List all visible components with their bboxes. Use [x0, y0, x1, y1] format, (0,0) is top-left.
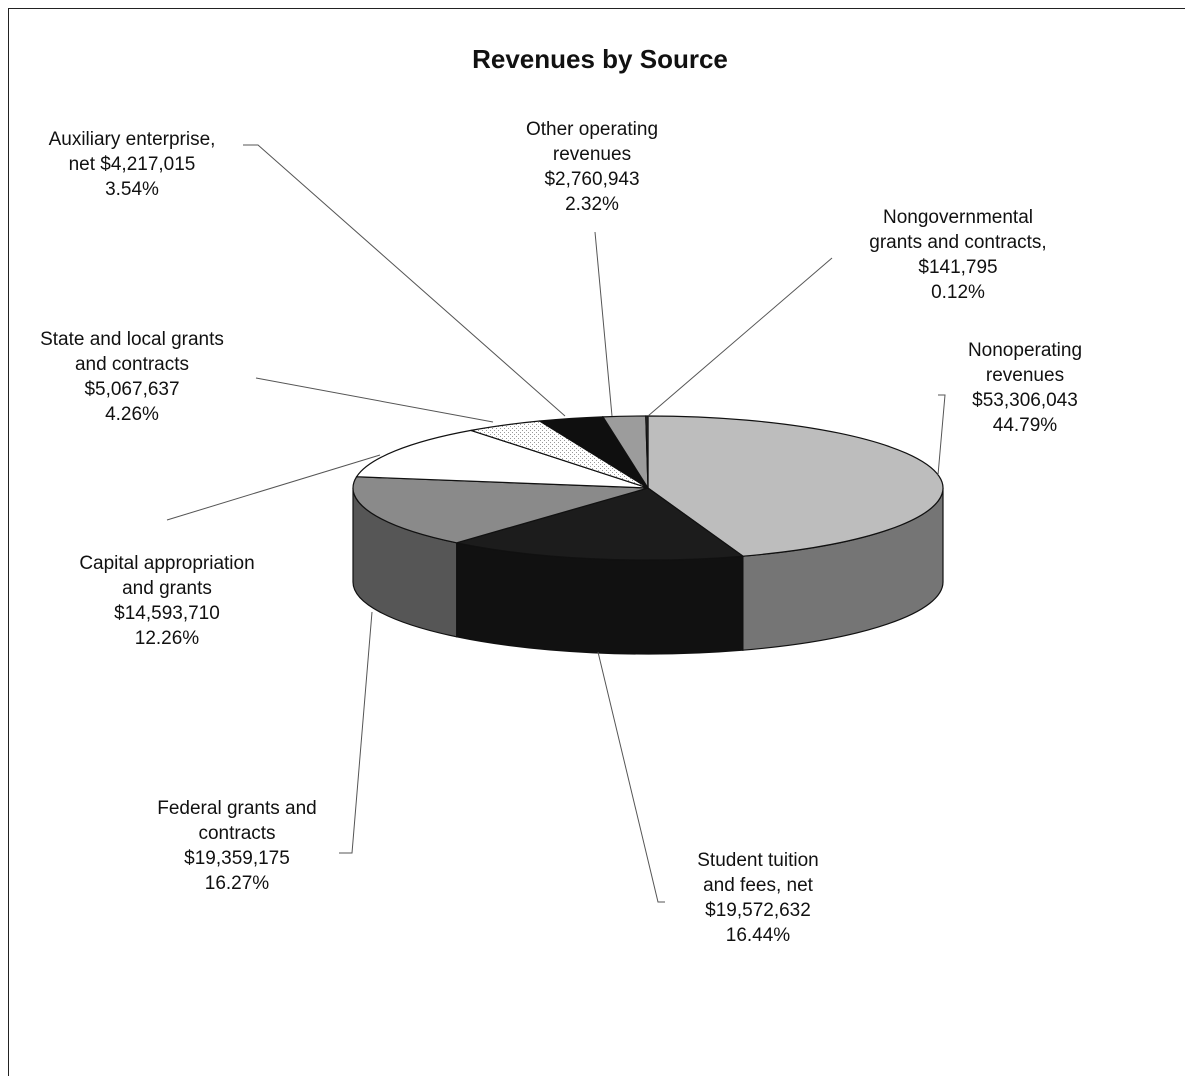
chart-frame: [8, 8, 1185, 1076]
slice-top-student-tuition-and-fees-net: [456, 487, 745, 561]
leader-line-nongovernmental-grants-and-contracts: [647, 257, 833, 417]
slice-percent-nongovernmental-grants-and-contracts: 0.12%: [931, 282, 985, 303]
leader-line-student-tuition-and-fees-net: [597, 651, 665, 903]
slice-label-nonoperating-revenues-line-2: revenues: [986, 365, 1064, 386]
slice-top-nongovernmental-grants-and-contracts: [645, 415, 649, 489]
slice-value-federal-grants-and-contracts: $19,359,175: [184, 848, 290, 869]
slice-value-nonoperating-revenues: $53,306,043: [972, 390, 1078, 411]
slice-label-other-operating-revenues-line-1: Other operating: [526, 119, 658, 140]
slice-value-state-and-local-grants-and-contracts: $5,067,637: [84, 379, 179, 400]
slice-label-capital-appropriation-and-grants-line-2: and grants: [122, 578, 212, 599]
slice-value-capital-appropriation-and-grants: $14,593,710: [114, 603, 220, 624]
slice-label-capital-appropriation-and-grants-line-1: Capital appropriation: [79, 553, 254, 574]
slice-label-nongovernmental-grants-and-contracts-line-1: Nongovernmental: [883, 207, 1033, 228]
slice-label-nonoperating-revenues-line-1: Nonoperating: [968, 340, 1082, 361]
slice-percent-nonoperating-revenues: 44.79%: [993, 415, 1058, 436]
slice-value-nongovernmental-grants-and-contracts: $141,795: [918, 257, 997, 278]
slice-top-capital-appropriation-and-grants: [355, 429, 649, 489]
leader-line-other-operating-revenues: [594, 231, 613, 417]
slice-label-student-tuition-and-fees-net-line-1: Student tuition: [697, 850, 818, 871]
slice-label-student-tuition-and-fees-net-line-2: and fees, net: [703, 875, 814, 896]
slice-top-nonoperating-revenues: [647, 415, 944, 557]
chart-title: Revenues by Source: [472, 44, 728, 74]
slice-top-federal-grants-and-contracts: [352, 476, 649, 544]
slice-label-nongovernmental-grants-and-contracts-line-2: grants and contracts,: [869, 232, 1046, 253]
slice-value-other-operating-revenues: $2,760,943: [544, 169, 639, 190]
slice-label-other-operating-revenues-line-2: revenues: [553, 144, 631, 165]
slice-label-state-and-local-grants-and-contracts-line-2: and contracts: [75, 354, 189, 375]
leader-line-federal-grants-and-contracts: [339, 611, 373, 854]
slice-label-federal-grants-and-contracts-line-1: Federal grants and: [157, 798, 317, 819]
slice-label-state-and-local-grants-and-contracts-line-1: State and local grants: [40, 329, 224, 350]
slice-value-student-tuition-and-fees-net: $19,572,632: [705, 900, 811, 921]
leader-line-nonoperating-revenues: [937, 394, 946, 476]
pie-tops: [352, 415, 944, 561]
slice-percent-other-operating-revenues: 2.32%: [565, 194, 619, 215]
slice-percent-student-tuition-and-fees-net: 16.44%: [726, 925, 791, 946]
leader-line-state-and-local-grants-and-contracts: [255, 377, 494, 423]
leader-line-auxiliary-enterprise-net: [243, 144, 566, 417]
slice-labels: Nonoperating revenues $53,306,043 44.79% Stu…: [40, 119, 1082, 946]
leader-line-capital-appropriation-and-grants: [166, 454, 381, 521]
slice-label-auxiliary-enterprise-net-line-1: Auxiliary enterprise,: [49, 129, 216, 150]
slice-value-auxiliary-enterprise-net: net $4,217,015: [69, 154, 196, 175]
slice-percent-capital-appropriation-and-grants: 12.26%: [135, 628, 200, 649]
slice-percent-auxiliary-enterprise-net: 3.54%: [105, 179, 159, 200]
leader-lines: [166, 144, 946, 903]
slice-percent-federal-grants-and-contracts: 16.27%: [205, 873, 270, 894]
slice-percent-state-and-local-grants-and-contracts: 4.26%: [105, 404, 159, 425]
slice-label-federal-grants-and-contracts-line-2: contracts: [198, 823, 275, 844]
